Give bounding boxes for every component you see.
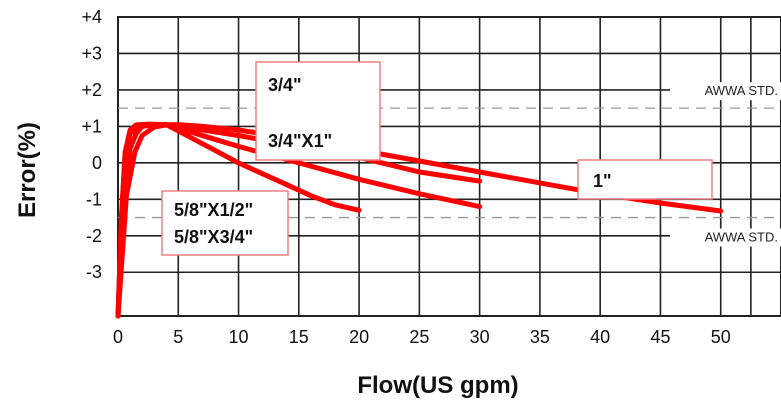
series-label-box — [161, 190, 289, 256]
x-tick-label: 25 — [409, 327, 429, 347]
y-tick-label: +1 — [81, 116, 102, 136]
series-label: 5/8"X3/4" — [174, 227, 253, 247]
awwa-std-label: AWWA STD. — [705, 83, 778, 98]
series-line — [115, 122, 724, 319]
x-tick-label: 15 — [289, 327, 309, 347]
y-tick-label: +4 — [81, 7, 102, 27]
y-tick-label: -1 — [86, 189, 102, 209]
x-tick-label: 35 — [530, 327, 550, 347]
series-label: 3/4" — [268, 75, 302, 95]
series-label-box — [255, 61, 381, 161]
tick-labels: 0 5 10 15 20 25 30 35 40 45 50 +4 +3 +2 +1 0 -1 -2 -3 — [81, 7, 730, 347]
series-label: 3/4"X1" — [268, 131, 332, 151]
series-labels: 3/4" 3/4"X1" 1" 5/8"X1/2" 5/8"X3/4" — [161, 61, 713, 256]
y-axis-title: Error(%) — [14, 122, 41, 218]
x-tick-label: 0 — [113, 327, 123, 347]
y-tick-label: -2 — [86, 226, 102, 246]
awwa-label-bg — [670, 228, 781, 247]
awwa-std-label: AWWA STD. — [705, 230, 778, 245]
series-label: 5/8"X1/2" — [174, 200, 253, 220]
series-label-box — [577, 159, 713, 200]
x-tick-label: 10 — [229, 327, 249, 347]
y-tick-label: +2 — [81, 80, 102, 100]
x-tick-label: 30 — [470, 327, 490, 347]
series-label: 1" — [593, 171, 612, 191]
x-tick-label: 5 — [173, 327, 183, 347]
x-tick-label: 20 — [349, 327, 369, 347]
y-tick-label: +3 — [81, 43, 102, 63]
x-tick-label: 45 — [650, 327, 670, 347]
awwa-label-bg — [670, 82, 781, 101]
y-tick-label: -3 — [86, 262, 102, 282]
x-tick-label: 50 — [711, 327, 731, 347]
x-tick-label: 40 — [590, 327, 610, 347]
x-axis-title: Flow(US gpm) — [357, 372, 518, 399]
y-tick-label: 0 — [92, 153, 102, 173]
